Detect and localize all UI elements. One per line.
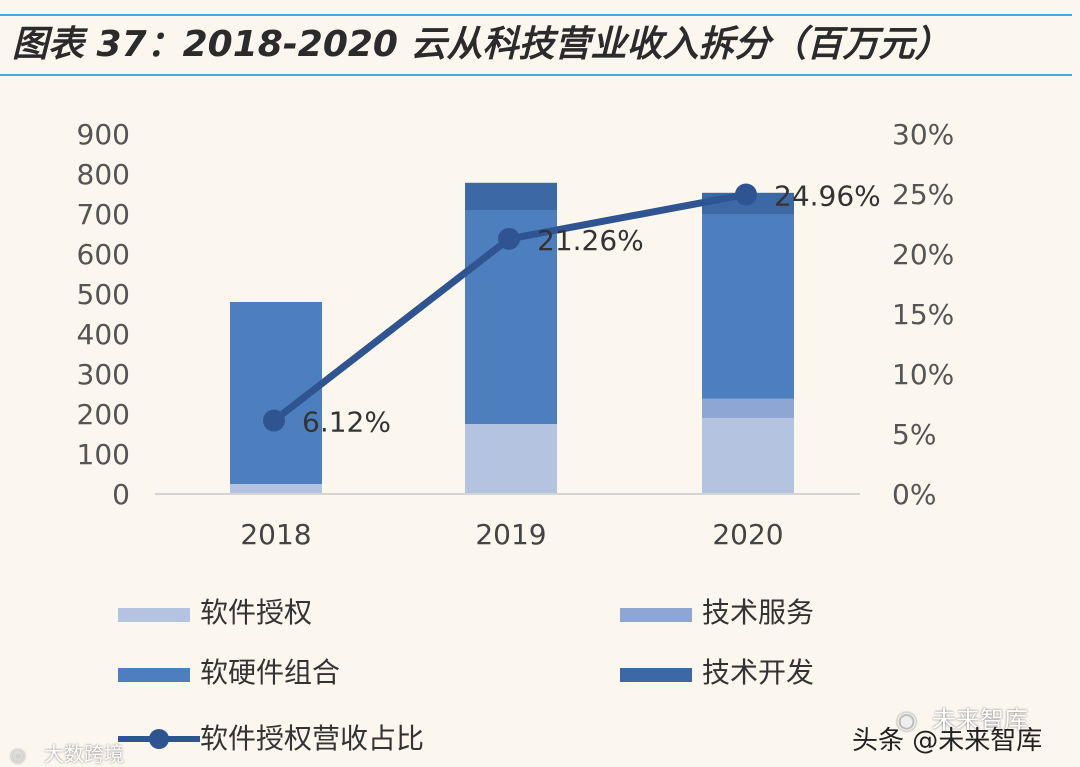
- ratio-point-2018: [263, 409, 285, 432]
- x-tick-2020: 2020: [712, 518, 783, 551]
- y-left-tick-400: 400: [77, 318, 130, 351]
- y-left-tick-800: 800: [77, 158, 130, 191]
- x-tick-2019: 2019: [475, 518, 546, 551]
- y-left-tick-300: 300: [77, 358, 130, 391]
- y-left-tick-500: 500: [77, 278, 130, 311]
- y-left-tick-900: 900: [77, 118, 130, 151]
- y-right-tick-4: 20%: [892, 238, 954, 271]
- ratio-label-2019: 21.26%: [537, 224, 644, 257]
- watermark-right-brand: ◉ 未来智库: [896, 700, 1028, 735]
- y-right-tick-0: 0%: [892, 478, 936, 511]
- watermark-right-source: 头条 @未来智库: [852, 726, 1043, 756]
- bar-software-license-2019: [465, 424, 557, 494]
- legend-label-tech-service: 技术服务: [702, 596, 815, 629]
- y-left-tick-200: 200: [77, 398, 130, 431]
- legend-swatch-hw-sw-combo: [118, 668, 190, 682]
- watermark-left: ◎ 大数跨境: [10, 738, 124, 767]
- legend-label-hw-sw-combo: 软硬件组合: [200, 656, 341, 689]
- y-right-tick-6: 30%: [892, 118, 954, 151]
- watermark-left-icon: ◎: [10, 745, 26, 766]
- y-left-tick-700: 700: [77, 198, 130, 231]
- legend-label-tech-dev: 技术开发: [702, 656, 815, 689]
- y-left-tick-0: 0: [112, 478, 130, 511]
- legend-label-software-license: 软件授权: [200, 596, 313, 629]
- bar-tech-service-2020: [702, 398, 794, 418]
- wechat-icon: ◉: [896, 706, 917, 734]
- y-right-tick-3: 15%: [892, 298, 954, 331]
- ratio-label-2018: 6.12%: [302, 406, 391, 439]
- watermark-brand-text: 未来智库: [932, 706, 1028, 734]
- ratio-point-2020: [735, 183, 757, 206]
- y-left-tick-100: 100: [77, 438, 130, 471]
- watermark-left-text: 大数跨境: [44, 742, 124, 766]
- y-right-tick-1: 5%: [892, 418, 936, 451]
- title-rule-top: [0, 14, 1072, 16]
- bar-software-license-2018: [230, 484, 322, 494]
- legend-swatch-tech-service: [620, 608, 692, 622]
- legend-label-ratio: 软件授权营收占比: [200, 722, 425, 755]
- bar-software-license-2020: [702, 418, 794, 494]
- legend-swatch-software-license: [118, 608, 190, 622]
- ratio-label-2020: 24.96%: [774, 179, 881, 212]
- bar-hw-sw-combo-2020: [702, 214, 794, 399]
- ratio-point-2019: [498, 227, 520, 250]
- x-tick-2018: 2018: [240, 518, 311, 551]
- y-left-tick-600: 600: [77, 238, 130, 271]
- chart-title: 图表 37：2018-2020 云从科技营业收入拆分（百万元）: [12, 24, 951, 65]
- y-right-tick-2: 10%: [892, 358, 954, 391]
- stacked-bar-line-chart: 0 100 200 300 400 500 600 700 800 900 0% 5% 10% 15% 20…: [77, 118, 955, 551]
- y-right-tick-5: 25%: [892, 178, 954, 211]
- legend-line-marker: [118, 729, 200, 749]
- bar-tech-dev-2019: [465, 182, 557, 210]
- title-rule-bottom: [0, 74, 1072, 76]
- legend-line-dot: [149, 729, 169, 749]
- legend-swatch-tech-dev: [620, 668, 692, 682]
